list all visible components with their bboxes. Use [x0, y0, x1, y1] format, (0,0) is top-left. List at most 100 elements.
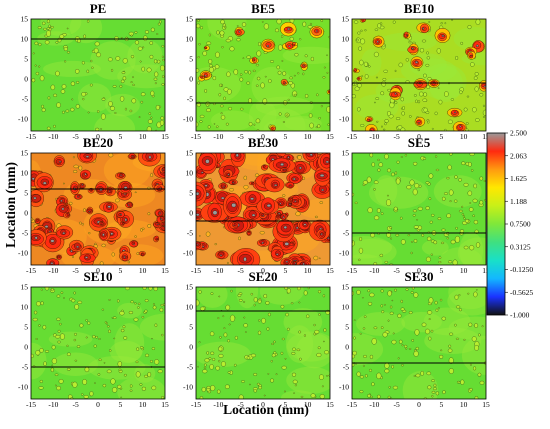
- contour-speck: [401, 364, 404, 367]
- contour-speck: [66, 352, 71, 356]
- panel-frame: [195, 18, 331, 132]
- contour-speck: [212, 357, 216, 361]
- contour-speck: [227, 371, 231, 374]
- y-tick-label: -5: [187, 95, 193, 104]
- hot-spot: [196, 191, 200, 196]
- contour-speck: [302, 72, 305, 76]
- contour-speck: [425, 256, 431, 262]
- contour-speck: [435, 155, 438, 158]
- contour-speck: [73, 338, 77, 342]
- hot-spot: [295, 226, 299, 230]
- contour-speck: [153, 303, 155, 306]
- contour-speck: [129, 389, 133, 392]
- contour-speck: [320, 105, 323, 108]
- hot-spot: [309, 153, 313, 156]
- contour-speck: [51, 358, 57, 365]
- contour-speck: [199, 114, 205, 118]
- contour-speck: [142, 46, 145, 49]
- field-patch: [420, 63, 467, 100]
- contour-speck: [94, 41, 100, 47]
- y-tick-label: 10: [186, 303, 194, 312]
- y-tick-label: -10: [18, 249, 28, 258]
- contour-speck: [441, 241, 445, 245]
- contour-speck: [423, 107, 428, 113]
- hot-spot: [280, 162, 284, 166]
- contour-speck: [130, 300, 134, 304]
- field-patch: [103, 153, 151, 188]
- hot-spot: [289, 184, 291, 186]
- y-tick-label: -10: [339, 249, 349, 258]
- contour-speck: [253, 303, 256, 307]
- contour-speck: [258, 42, 262, 47]
- contour-speck: [77, 300, 83, 304]
- field-patch: [259, 287, 304, 305]
- contour-speck: [291, 352, 296, 355]
- contour-speck: [455, 337, 459, 340]
- x-tick-label: 0: [96, 132, 100, 141]
- contour-speck: [253, 123, 256, 126]
- contour-speck: [426, 236, 432, 241]
- contour-speck: [459, 229, 465, 233]
- field-patch: [356, 311, 406, 336]
- contour-speck: [461, 161, 466, 165]
- contour-speck: [130, 34, 133, 37]
- contour-speck: [475, 118, 480, 122]
- contour-speck: [356, 289, 361, 295]
- contour-speck: [439, 354, 444, 359]
- contour-speck: [252, 69, 256, 72]
- contour-speck: [392, 385, 398, 390]
- hot-spot: [196, 213, 200, 217]
- contour-speck: [360, 38, 366, 45]
- field-patch: [117, 64, 165, 89]
- contour-speck: [366, 176, 372, 183]
- contour-speck: [206, 104, 210, 107]
- contour-speck: [397, 357, 400, 360]
- contour-speck: [307, 25, 313, 29]
- field-patch: [428, 65, 463, 102]
- contour-speck: [384, 362, 390, 369]
- contour-speck: [134, 302, 137, 305]
- contour-speck: [141, 66, 145, 72]
- contour-speck: [60, 291, 64, 294]
- field-background: [196, 19, 330, 131]
- contour-speck: [218, 295, 221, 298]
- contour-speck: [326, 71, 329, 74]
- field-patch: [352, 333, 384, 366]
- contour-speck: [154, 71, 159, 78]
- hot-spot: [278, 212, 281, 215]
- x-tick-label: -10: [213, 266, 223, 275]
- panel-frame: [195, 286, 331, 400]
- panel-be10: BE10 15 10 5 0 -5 -10 -15 -10 -5 0 5 10 15: [339, 1, 490, 141]
- contour-speck: [220, 84, 223, 87]
- contour-speck: [133, 317, 139, 322]
- contour-speck: [292, 347, 296, 351]
- contour-speck: [380, 91, 385, 96]
- contour-speck: [475, 242, 481, 248]
- field-patch: [43, 60, 101, 77]
- hot-spot: [50, 239, 55, 243]
- contour-speck: [326, 106, 330, 113]
- contour-speck: [461, 213, 465, 216]
- contour-speck: [377, 394, 381, 399]
- hot-spot: [250, 197, 255, 201]
- contour-speck: [225, 38, 231, 43]
- contour-speck: [210, 292, 214, 295]
- contour-speck: [304, 94, 309, 98]
- x-tick-label: -5: [394, 266, 400, 275]
- x-tick-label: 0: [417, 266, 421, 275]
- contour-speck: [120, 79, 125, 84]
- y-tick-label: -5: [343, 229, 349, 238]
- y-axis-label: Location (mm): [3, 162, 18, 248]
- contour-speck: [239, 77, 244, 82]
- contour-speck: [282, 71, 287, 76]
- contour-speck: [428, 318, 431, 320]
- contour-speck: [111, 252, 115, 257]
- x-tick-label: 10: [460, 132, 468, 141]
- x-tick-label: -10: [48, 132, 58, 141]
- contour-speck: [367, 394, 371, 398]
- contour-speck: [147, 372, 152, 378]
- hot-spot: [376, 40, 379, 43]
- contour-speck: [225, 122, 229, 126]
- contour-speck: [413, 225, 419, 229]
- y-tick-label: -5: [22, 95, 28, 104]
